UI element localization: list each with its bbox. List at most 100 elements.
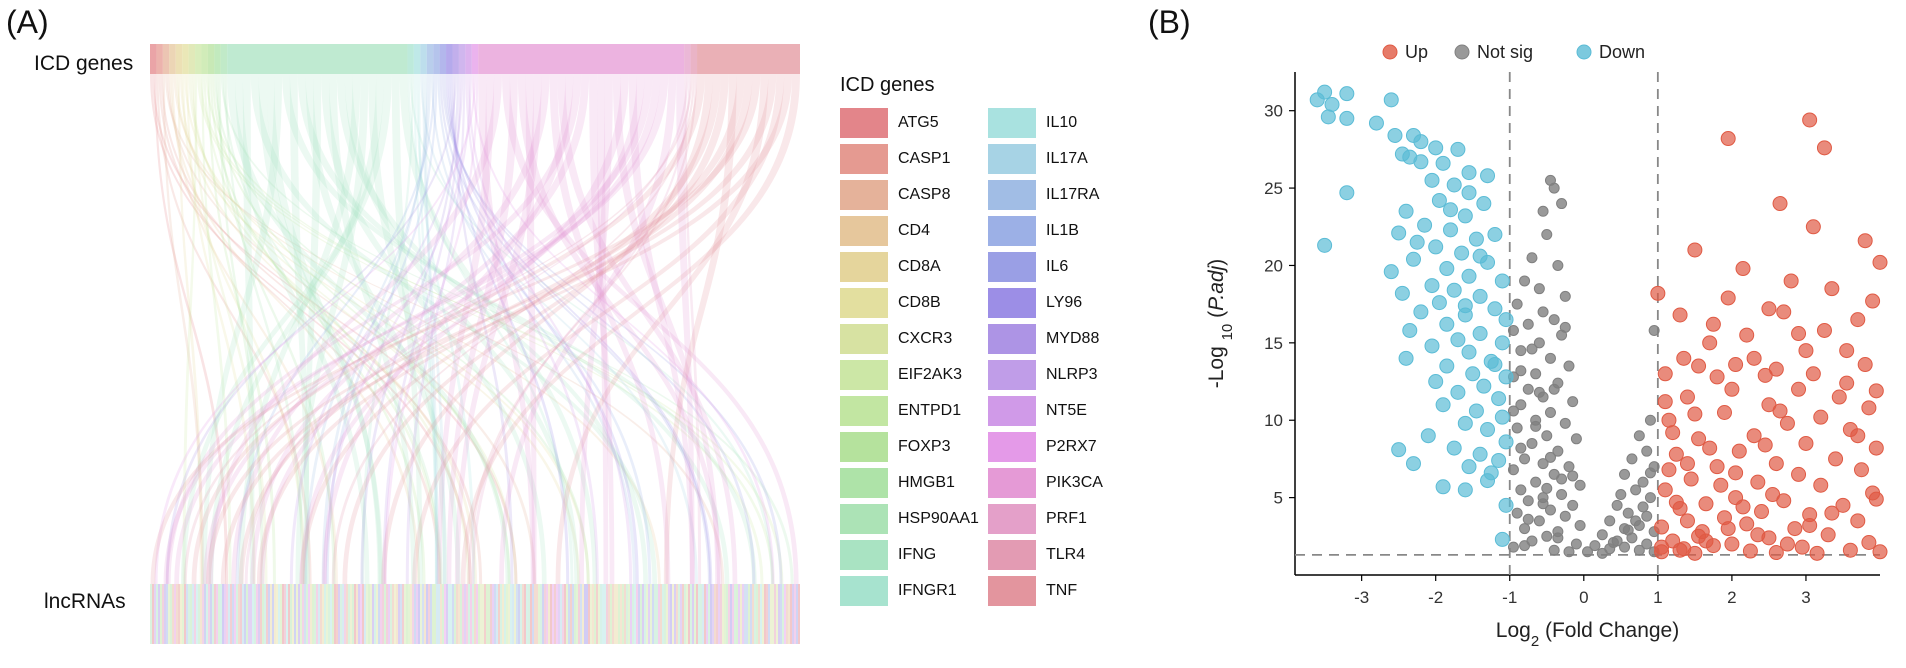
data-point <box>1507 464 1519 476</box>
data-point <box>1567 470 1579 482</box>
legend-swatch <box>988 504 1036 534</box>
sankey-lncrna-node <box>424 584 426 644</box>
legend-swatch <box>840 576 888 606</box>
sankey-lncrna-node <box>242 584 244 644</box>
sankey-lncrna-node <box>744 584 746 644</box>
legend-item-entpd1: ENTPD1 <box>840 396 980 426</box>
data-point <box>1498 369 1514 385</box>
sankey-lncrna-node <box>792 584 794 644</box>
data-point <box>1541 530 1553 542</box>
data-point <box>1787 521 1803 537</box>
sankey-node-ifngr1 <box>407 44 414 74</box>
data-point <box>1515 399 1527 411</box>
data-point <box>1515 365 1527 377</box>
legend-item-ly96: LY96 <box>988 288 1128 318</box>
data-point <box>1861 400 1877 416</box>
volcano-legend: Up Not sig Down <box>1382 42 1645 62</box>
sankey-lncrna-node <box>550 584 552 644</box>
sankey-lncrna-node <box>156 584 158 644</box>
sankey-lncrna-node <box>608 584 610 644</box>
sankey-lncrna-node <box>614 584 616 644</box>
sankey-lncrna-node <box>536 584 538 644</box>
data-point <box>1522 318 1534 330</box>
data-point <box>1637 501 1649 513</box>
sankey-lncrna-node <box>732 584 734 644</box>
data-point <box>1443 222 1459 238</box>
sankey-lncrna-node <box>458 584 460 644</box>
data-point <box>1868 491 1884 507</box>
sankey-lncrna-node <box>376 584 378 644</box>
data-point <box>1574 519 1586 531</box>
sankey-lncrna-node <box>360 584 362 644</box>
data-point <box>1872 254 1888 270</box>
data-point <box>1698 533 1714 549</box>
data-point <box>1472 446 1488 462</box>
y-tick-label: 20 <box>1264 256 1283 275</box>
sankey-lncrna-node <box>516 584 518 644</box>
sankey-lncrna-node <box>480 584 482 644</box>
sankey-node-prf1 <box>684 44 691 74</box>
legend-item-ifngr1: IFNGR1 <box>840 576 980 606</box>
data-point <box>1424 172 1440 188</box>
data-point <box>1861 534 1877 550</box>
sankey-lncrna-node <box>600 584 602 644</box>
sankey-node-tlr4 <box>690 44 698 74</box>
sankey-node-cd8b <box>182 44 189 74</box>
data-point <box>1731 443 1747 459</box>
sankey-node-foxp3 <box>207 44 215 74</box>
sankey-lncrna-node <box>748 584 750 644</box>
sankey-lncrna-node <box>772 584 774 644</box>
sankey-lncrna-node <box>260 584 262 644</box>
data-point <box>1537 306 1549 318</box>
sankey-flow-ifng <box>368 74 448 584</box>
data-point <box>1716 404 1732 420</box>
legend-label: IL10 <box>1046 114 1078 131</box>
series-up <box>1650 112 1888 561</box>
data-point <box>1735 499 1751 515</box>
data-point <box>1383 92 1399 108</box>
data-point <box>1494 273 1510 289</box>
data-point <box>1320 109 1336 125</box>
data-point <box>1424 338 1440 354</box>
sankey-lncrna-node <box>194 584 196 644</box>
sankey-lncrna-node <box>508 584 510 644</box>
sankey-lncrna-node <box>636 584 638 644</box>
sankey-lncrna-node <box>316 584 318 644</box>
sankey-lncrna-node <box>542 584 544 644</box>
y-tick-label: 30 <box>1264 102 1283 121</box>
data-point <box>1519 453 1531 465</box>
sankey-lncrna-node <box>166 584 168 644</box>
data-point <box>1522 513 1534 525</box>
data-point <box>1417 217 1433 233</box>
sankey-lncrna-node <box>672 584 674 644</box>
sankey-lncrna-node <box>692 584 694 644</box>
sankey-lncrna-node <box>494 584 496 644</box>
data-point <box>1515 442 1527 454</box>
sankey-lncrna-node <box>222 584 224 644</box>
data-point <box>1668 494 1684 510</box>
sankey-lncrna-node <box>268 584 270 644</box>
data-point <box>1530 420 1542 432</box>
data-point <box>1750 527 1766 543</box>
data-point <box>1450 141 1466 157</box>
sankey-flow-ifng <box>295 74 369 584</box>
data-point <box>1622 507 1634 519</box>
data-point <box>1494 531 1510 547</box>
data-point <box>1672 307 1688 323</box>
sankey-lncrna-node <box>432 584 434 644</box>
legend-item-foxp3: FOXP3 <box>840 432 980 462</box>
sankey-lncrna-node <box>358 584 360 644</box>
sankey-lncrna-node <box>558 584 560 644</box>
sankey-lncrna-node <box>522 584 524 644</box>
data-point <box>1519 275 1531 287</box>
data-point <box>1779 536 1795 552</box>
sankey-lncrna-node <box>654 584 656 644</box>
data-point <box>1544 406 1556 418</box>
sankey-flows <box>150 74 800 584</box>
data-point <box>1791 381 1807 397</box>
data-point <box>1805 219 1821 235</box>
legend-swatch <box>840 144 888 174</box>
data-point <box>1530 368 1542 380</box>
data-point <box>1491 452 1507 468</box>
data-point <box>1687 545 1703 561</box>
